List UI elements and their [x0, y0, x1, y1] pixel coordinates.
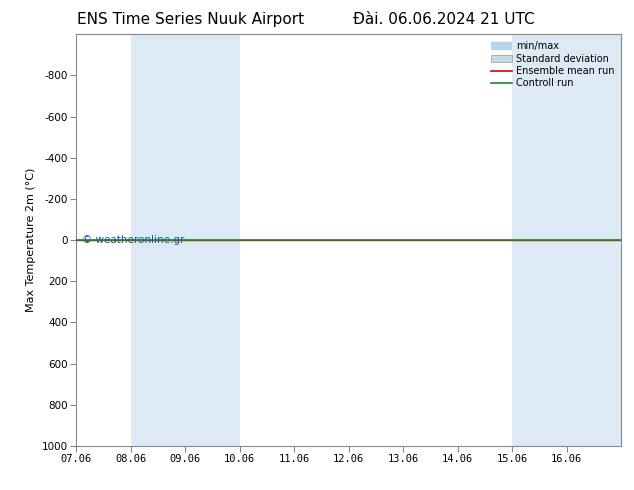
Text: © weatheronline.gr: © weatheronline.gr — [82, 235, 184, 245]
Legend: min/max, Standard deviation, Ensemble mean run, Controll run: min/max, Standard deviation, Ensemble me… — [489, 39, 616, 90]
Bar — [567, 34, 621, 446]
Text: ENS Time Series Nuuk Airport: ENS Time Series Nuuk Airport — [77, 12, 304, 27]
Bar — [131, 34, 185, 446]
Y-axis label: Max Temperature 2m (°C): Max Temperature 2m (°C) — [26, 168, 36, 312]
Text: Đài. 06.06.2024 21 UTC: Đài. 06.06.2024 21 UTC — [353, 12, 534, 27]
Bar — [185, 34, 240, 446]
Bar — [512, 34, 567, 446]
